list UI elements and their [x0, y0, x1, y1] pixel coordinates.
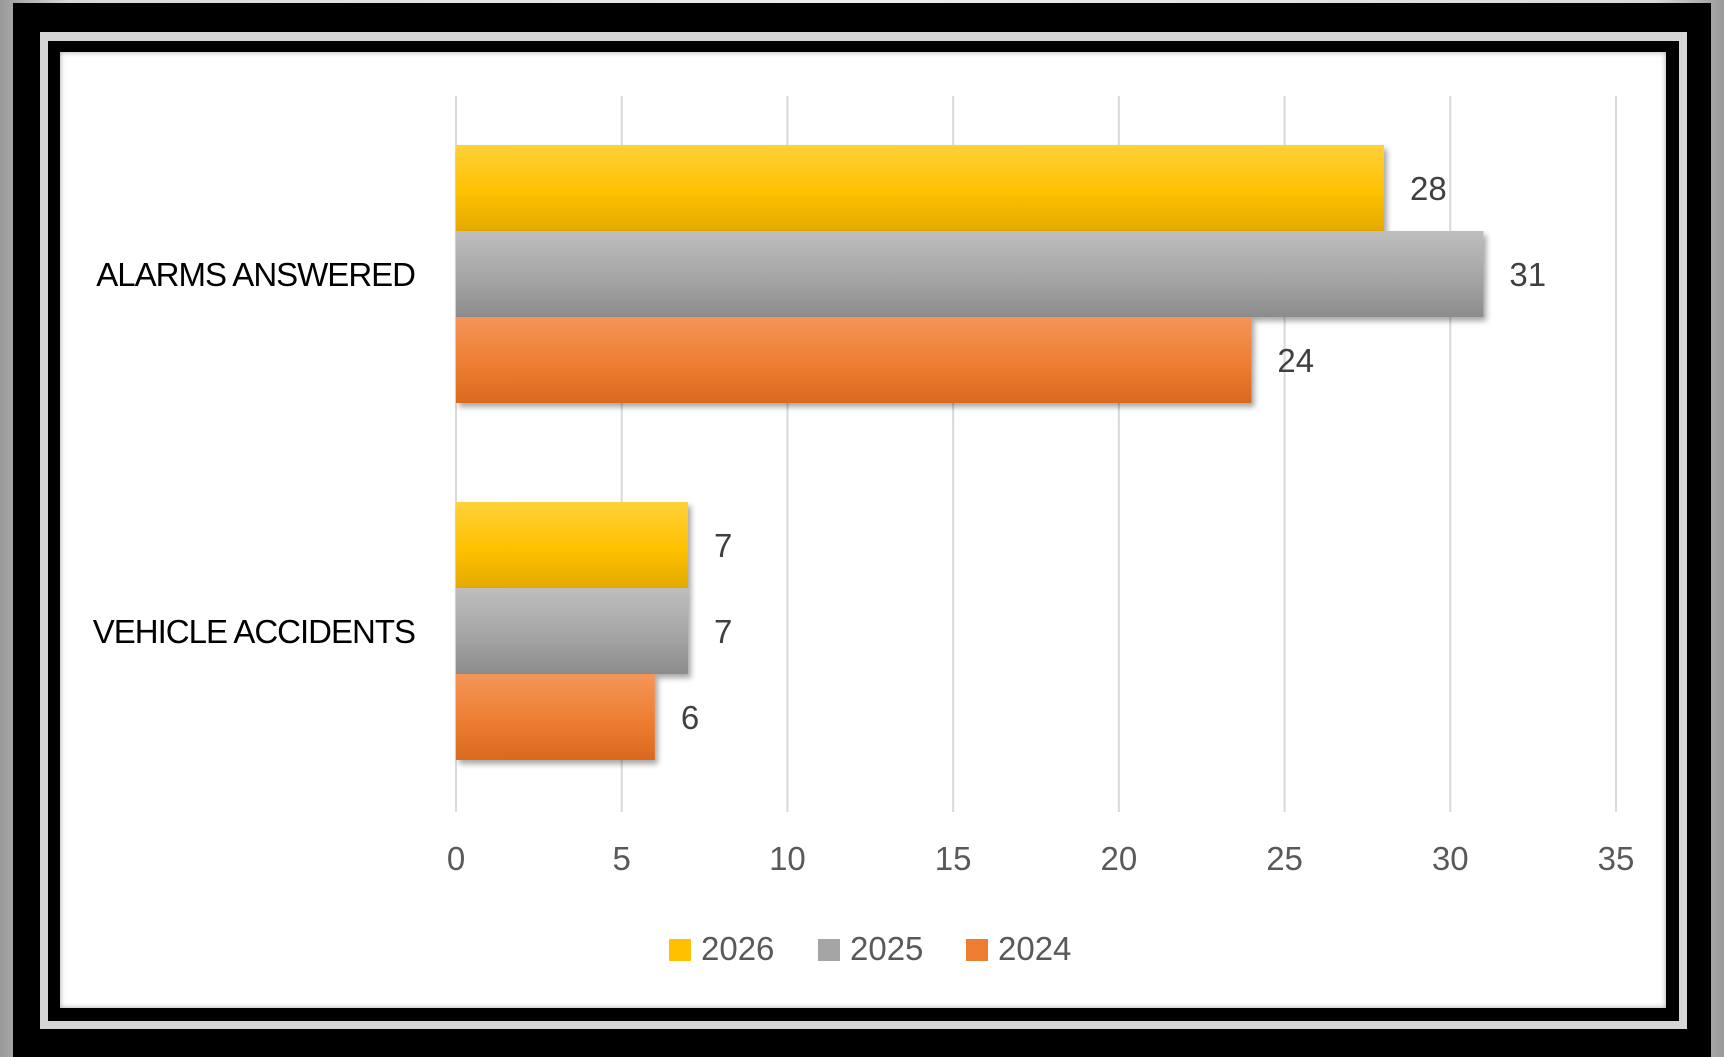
x-tick-label-20: 20	[1100, 840, 1137, 877]
data-label-vehicle-accidents-2025: 7	[714, 613, 732, 650]
data-label-vehicle-accidents-2026: 7	[714, 527, 732, 564]
data-label-alarms-answered-2026: 28	[1410, 170, 1447, 207]
bar-vehicle-accidents-2025	[456, 588, 688, 674]
category-labels: ALARMS ANSWERED VEHICLE ACCIDENTS	[93, 256, 416, 650]
data-label-vehicle-accidents-2024: 6	[681, 699, 699, 736]
bar-vehicle-accidents-2026	[456, 502, 688, 588]
x-tick-label-35: 35	[1598, 840, 1635, 877]
bars	[456, 145, 1484, 760]
legend-label-2024: 2024	[998, 930, 1071, 967]
data-labels: 28 31 24 7 7 6	[681, 170, 1546, 736]
bar-alarms-answered-2024	[456, 317, 1252, 403]
legend-swatch-2024	[966, 939, 988, 961]
legend-label-2026: 2026	[701, 930, 774, 967]
bar-alarms-answered-2026	[456, 145, 1384, 231]
data-label-alarms-answered-2025: 31	[1509, 256, 1546, 293]
legend-swatch-2025	[818, 939, 840, 961]
data-label-alarms-answered-2024: 24	[1277, 342, 1314, 379]
legend-label-2025: 2025	[850, 930, 923, 967]
x-tick-label-15: 15	[935, 840, 972, 877]
bar-vehicle-accidents-2024	[456, 674, 655, 760]
x-tick-label-5: 5	[613, 840, 631, 877]
x-tick-label-25: 25	[1266, 840, 1303, 877]
x-axis-tick-labels: 0 5 10 15 20 25 30 35	[447, 840, 1635, 877]
x-tick-label-10: 10	[769, 840, 806, 877]
x-tick-label-30: 30	[1432, 840, 1469, 877]
x-tick-label-0: 0	[447, 840, 465, 877]
legend: 2026 2025 2024	[669, 930, 1071, 967]
bar-alarms-answered-2025	[456, 231, 1484, 317]
category-label-vehicle-accidents: VEHICLE ACCIDENTS	[93, 613, 415, 650]
legend-swatch-2026	[669, 939, 691, 961]
category-label-alarms-answered: ALARMS ANSWERED	[96, 256, 415, 293]
